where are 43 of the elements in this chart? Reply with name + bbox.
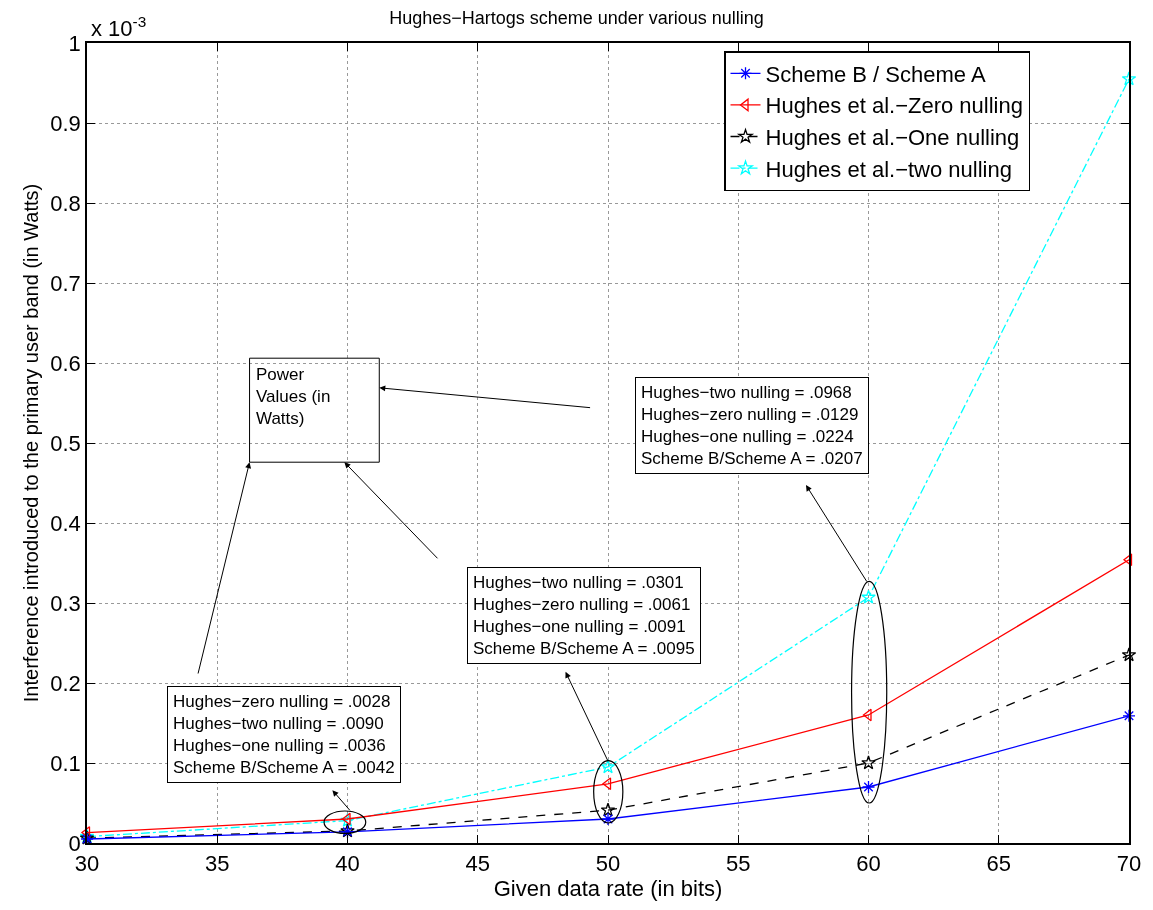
point bbox=[601, 812, 615, 826]
x-tick-label: 55 bbox=[726, 851, 751, 877]
point bbox=[1121, 647, 1137, 662]
chart-title: Hughes−Hartogs scheme under various nulling bbox=[389, 7, 764, 28]
y-tick-label: 0.2 bbox=[50, 670, 81, 696]
annotation: Power Values (in Watts) bbox=[256, 365, 331, 429]
point bbox=[600, 759, 616, 774]
x-tick-label: 70 bbox=[1116, 851, 1142, 877]
legend-label: Hughes et al.−One nulling bbox=[765, 125, 1020, 151]
annotation: Hughes−two nulling = .0301 Hughes−zero nulling = .0061 Hughes−one nulling = .0091 Scheme B/Scheme A = .0095 bbox=[473, 573, 695, 659]
x-tick-label: 45 bbox=[465, 851, 490, 877]
y-tick-label: 0.4 bbox=[50, 510, 81, 536]
point bbox=[81, 826, 91, 840]
y-axis-title: Interference introduced to the primary user band (in Watts) bbox=[20, 183, 43, 703]
point bbox=[861, 755, 876, 770]
x-tick-label: 40 bbox=[335, 851, 360, 877]
legend-label: Hughes et al.−two nulling bbox=[765, 156, 1012, 182]
point bbox=[862, 708, 872, 722]
annotation: Hughes−zero nulling = .0028 Hughes−two nulling = .0090 Hughes−one nulling = .0036 Scheme B/Scheme A = .0042 bbox=[173, 692, 395, 778]
annotation: Hughes−two nulling = .0968 Hughes−zero nulling = .0129 Hughes−one nulling = .0224 Scheme B/Scheme A = .0207 bbox=[641, 383, 863, 469]
x-tick-label: 35 bbox=[205, 851, 230, 877]
x-axis-title: Given data rate (in bits) bbox=[493, 876, 723, 902]
y-tick-label: 0.7 bbox=[50, 270, 81, 296]
y-tick-label: 0.1 bbox=[50, 750, 81, 776]
x-tick-label: 60 bbox=[856, 851, 881, 877]
y-tick-label: 0.3 bbox=[50, 590, 81, 616]
point bbox=[861, 780, 876, 794]
y-tick-label: 0.8 bbox=[50, 190, 81, 216]
y-tick-label: 1 bbox=[68, 30, 81, 56]
y-tick-label: 0.9 bbox=[50, 110, 81, 136]
point bbox=[600, 802, 616, 817]
point bbox=[602, 777, 612, 791]
x-tick-label: 50 bbox=[595, 851, 621, 877]
y-tick-label: 0.5 bbox=[50, 430, 81, 456]
y-tick-label: 0.6 bbox=[50, 350, 81, 376]
point bbox=[861, 589, 876, 604]
point bbox=[1122, 709, 1136, 723]
point bbox=[1123, 553, 1133, 567]
text: x 10$^{-3}$ bbox=[91, 13, 147, 42]
point bbox=[1121, 71, 1137, 86]
legend-label: Hughes et al.−Zero nulling bbox=[765, 93, 1023, 119]
x-tick-label: 65 bbox=[986, 851, 1011, 877]
legend-label: Scheme B / Scheme A bbox=[765, 61, 986, 87]
